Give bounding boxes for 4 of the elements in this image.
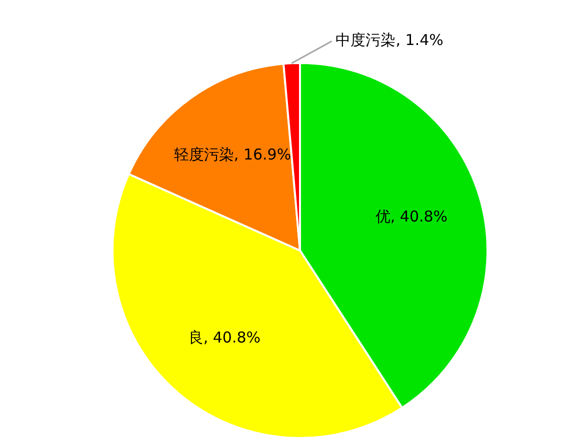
- slice-label: 轻度污染, 16.9%: [174, 146, 292, 164]
- slice-label: 良, 40.8%: [188, 328, 261, 347]
- slice-label: 中度污染, 1.4%: [336, 31, 444, 50]
- slice-label: 优, 40.8%: [375, 207, 448, 226]
